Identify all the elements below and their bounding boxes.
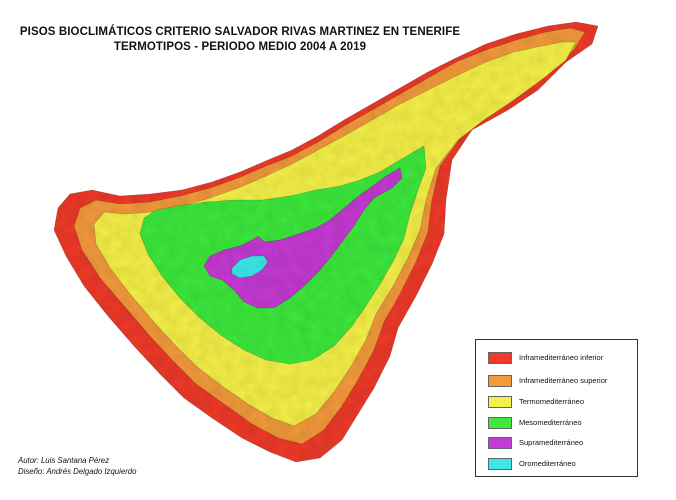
legend-label: Supramediterráneo xyxy=(519,438,584,447)
legend-swatch xyxy=(488,437,512,449)
legend-label: Inframediterráneo superior xyxy=(519,376,608,385)
legend: Inframediterráneo inferior Inframediterr… xyxy=(475,339,638,477)
legend-swatch xyxy=(488,458,512,470)
legend-label: Termomediterráneo xyxy=(519,397,585,406)
legend-label: Mesomediterráneo xyxy=(519,418,582,427)
author-credit: Autor: Luis Santana Pérez xyxy=(18,456,110,465)
map-subtitle: TERMOTIPOS - PERIODO MEDIO 2004 A 2019 xyxy=(113,41,367,53)
map-title: PISOS BIOCLIMÁTICOS CRITERIO SALVADOR RI… xyxy=(19,26,461,38)
legend-swatch xyxy=(488,396,512,408)
design-credit: Diseño: Andrés Delgado Izquierdo xyxy=(18,467,137,476)
legend-label: Inframediterráneo inferior xyxy=(519,353,604,362)
legend-swatch xyxy=(488,417,512,429)
legend-label: Oromediterráneo xyxy=(519,459,576,468)
legend-swatch xyxy=(488,352,512,364)
legend-swatch xyxy=(488,375,512,387)
zone-oromediterraneo xyxy=(231,255,269,279)
